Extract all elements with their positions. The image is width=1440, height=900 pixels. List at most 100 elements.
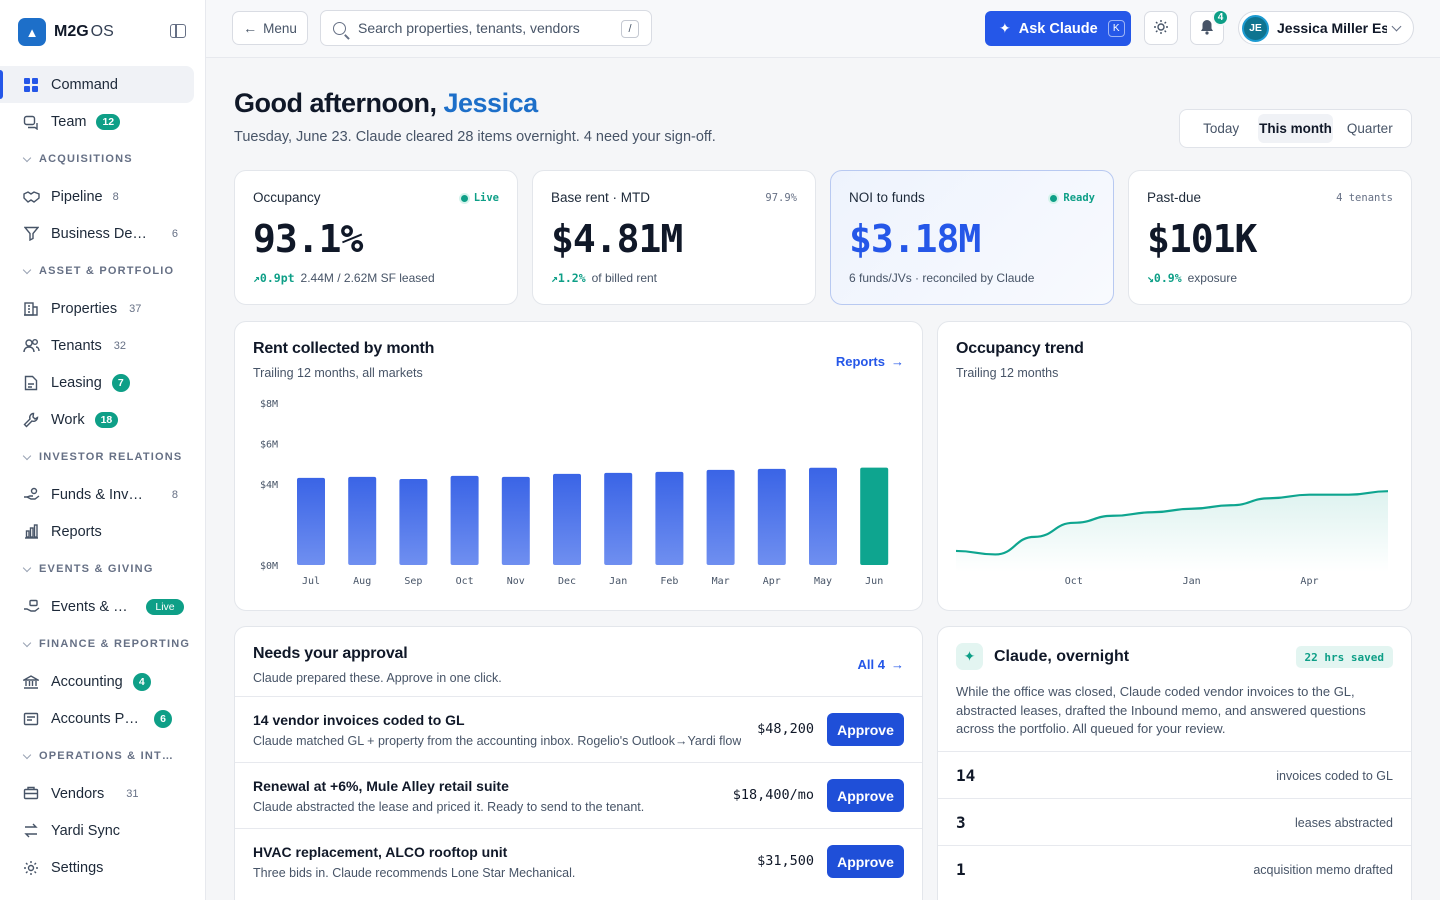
sidebar-item-team[interactable]: Team 12: [0, 103, 194, 140]
approval-description: Claude abstracted the lease and priced i…: [253, 800, 645, 814]
bell-icon: [1200, 19, 1214, 38]
sparkle-icon: ✦: [999, 20, 1011, 36]
sidebar-item-label: Team: [51, 113, 87, 130]
range-today[interactable]: Today: [1203, 121, 1240, 136]
approve-button[interactable]: Approve: [827, 713, 904, 746]
bar-apr: [757, 468, 786, 565]
sidebar-item-label: Settings: [51, 859, 104, 876]
kpi-past-due-card[interactable]: Past-due 4 tenants $101K ↘0.9% exposure: [1128, 170, 1412, 305]
sidebar-item-accounts-payable[interactable]: Accounts Payable 6: [0, 700, 194, 737]
kpi-status: 97.9%: [765, 192, 797, 204]
sidebar-collapse-icon[interactable]: [170, 24, 186, 38]
stat-number: 3: [956, 813, 966, 832]
sidebar-item-settings[interactable]: Settings: [0, 849, 194, 886]
notifications-button[interactable]: 4: [1190, 9, 1229, 45]
leasing-count-badge: 7: [111, 373, 130, 392]
x-tick-label: Apr: [763, 576, 781, 587]
brand[interactable]: ▲ M2G OS: [18, 18, 114, 46]
bank-icon: [22, 673, 40, 691]
kpi-occupancy-card[interactable]: Occupancy Live 93.1% ↗0.9pt 2.44M / 2.62M…: [234, 170, 518, 305]
bar-nov: [501, 476, 530, 565]
sidebar-item-business-development[interactable]: Business Development 6: [0, 215, 194, 252]
chevron-down-icon: [1391, 21, 1402, 31]
sidebar-item-label: Funds & Investors: [51, 486, 147, 503]
section-acquisitions[interactable]: ACQUISITIONS: [0, 140, 206, 178]
sidebar-item-label: Events & Sponsorships: [51, 598, 129, 615]
sidebar-item-label: Accounting: [51, 673, 123, 690]
section-operations-internal[interactable]: OPERATIONS & INTERNAL: [0, 737, 206, 775]
page-title: Good afternoon, Jessica: [234, 88, 538, 118]
sidebar-item-label: Leasing: [51, 374, 102, 391]
rent-bar-chart: $0M $4M $6M $8M Jul Aug Sep Oct Nov Dec Jan Feb Mar A…: [260, 399, 889, 587]
bar-oct: [450, 475, 479, 565]
all-approvals-link[interactable]: All 4 →: [857, 657, 904, 672]
brand-name: M2G OS: [54, 23, 114, 40]
search-input[interactable]: [358, 20, 608, 36]
approval-row: 14 vendor invoices coded to GL Claude ma…: [235, 696, 922, 762]
sidebar-item-label: Work: [51, 411, 85, 428]
sidebar-item-properties[interactable]: Properties 37: [0, 290, 194, 327]
sidebar-item-events-sponsorships[interactable]: Events & Sponsorships Live: [0, 588, 194, 625]
ask-claude-label: Ask Claude: [1018, 20, 1098, 37]
section-investor-relations[interactable]: INVESTOR RELATIONS: [0, 438, 206, 476]
sidebar-item-funds-investors[interactable]: Funds & Investors 8: [0, 476, 194, 513]
range-quarter[interactable]: Quarter: [1346, 121, 1393, 136]
search-box[interactable]: /: [320, 10, 652, 46]
sync-arrows-icon: [22, 822, 40, 840]
vendors-count: 31: [126, 787, 139, 800]
approve-button[interactable]: Approve: [827, 845, 904, 878]
kpi-footnote: 6 funds/JVs · reconciled by Claude: [849, 271, 1035, 285]
section-finance-reporting[interactable]: FINANCE & REPORTING: [0, 625, 206, 663]
users-icon: [22, 337, 40, 355]
sidebar-item-label: Yardi Sync: [51, 822, 121, 839]
y-tick-label: $8M: [260, 399, 278, 410]
section-asset-portfolio[interactable]: ASSET & PORTFOLIO: [0, 252, 206, 290]
bar-jul: [297, 477, 325, 565]
x-tick-label: Sep: [404, 576, 422, 587]
approval-description: Claude matched GL + property from the ac…: [253, 734, 742, 748]
ask-claude-button[interactable]: ✦ Ask Claude K: [985, 11, 1131, 46]
handshake-icon: [22, 188, 40, 206]
kpi-value: $3.18M: [849, 217, 981, 261]
gift-hand-icon: [22, 598, 40, 616]
approve-button[interactable]: Approve: [827, 779, 904, 812]
properties-count: 37: [129, 302, 142, 315]
sidebar-item-leasing[interactable]: Leasing 7: [0, 364, 194, 401]
sidebar-item-command[interactable]: Command: [0, 66, 194, 103]
kpi-value: 93.1%: [253, 217, 363, 261]
sidebar: ▲ M2G OS Command Team 12 ACQUISITIONS Pip…: [0, 0, 206, 900]
kpi-base-rent-card[interactable]: Base rent · MTD 97.9% $4.81M ↗1.2% of bil…: [532, 170, 816, 305]
sidebar-item-label: Properties: [51, 300, 118, 317]
sidebar-item-yardi-sync[interactable]: Yardi Sync: [0, 812, 194, 849]
kpi-noi-card[interactable]: NOI to funds Ready $3.18M 6 funds/JVs · …: [830, 170, 1114, 305]
notification-count-badge: 4: [1212, 9, 1229, 26]
sidebar-item-work[interactable]: Work 18: [0, 401, 194, 438]
reports-link[interactable]: Reports →: [835, 354, 904, 369]
claude-overnight-panel: ✦ Claude, overnight 22 hrs saved While t…: [937, 626, 1412, 900]
x-tick-label: Jul: [302, 576, 320, 587]
stat-row: 14 invoices coded to GL: [938, 751, 1411, 798]
kpi-footnote: ↗1.2% of billed rent: [551, 271, 657, 285]
stat-number: 14: [956, 766, 976, 785]
sidebar-item-accounting[interactable]: Accounting 4: [0, 663, 194, 700]
user-menu-button[interactable]: JE Jessica Miller Essl: [1238, 11, 1414, 45]
theme-toggle-button[interactable]: [1144, 11, 1178, 45]
kpi-label: Occupancy: [253, 190, 321, 205]
occupancy-line-chart: Oct Jan Apr: [955, 490, 1389, 587]
hand-coins-icon: [22, 486, 40, 504]
sidebar-item-tenants[interactable]: Tenants 32: [0, 327, 194, 364]
kpi-label: Past-due: [1147, 190, 1202, 205]
section-events-giving[interactable]: EVENTS & GIVING: [0, 550, 206, 588]
bar-aug: [348, 476, 377, 565]
menu-button[interactable]: ← Menu: [232, 11, 308, 45]
sidebar-item-pipeline[interactable]: Pipeline 8: [0, 178, 194, 215]
user-name: Jessica Miller Essl: [1277, 20, 1387, 36]
sidebar-item-vendors[interactable]: Vendors 31: [0, 775, 194, 812]
live-dot-icon: [460, 194, 468, 202]
kpi-label: NOI to funds: [849, 190, 925, 205]
sidebar-item-label: Pipeline: [51, 188, 103, 205]
range-this-month[interactable]: This month: [1258, 114, 1333, 143]
x-tick-label: Jun: [865, 576, 883, 587]
stat-row: 1 acquisition memo drafted: [938, 845, 1411, 892]
sidebar-item-reports[interactable]: Reports: [0, 513, 194, 550]
